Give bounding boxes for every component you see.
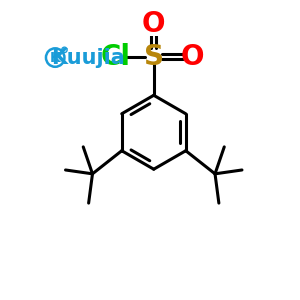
Text: Kuujia: Kuujia [51,48,124,68]
Text: Cl: Cl [100,43,130,71]
Text: S: S [144,43,164,71]
Text: K: K [50,51,61,64]
Text: O: O [181,43,204,71]
Text: O: O [142,11,166,38]
